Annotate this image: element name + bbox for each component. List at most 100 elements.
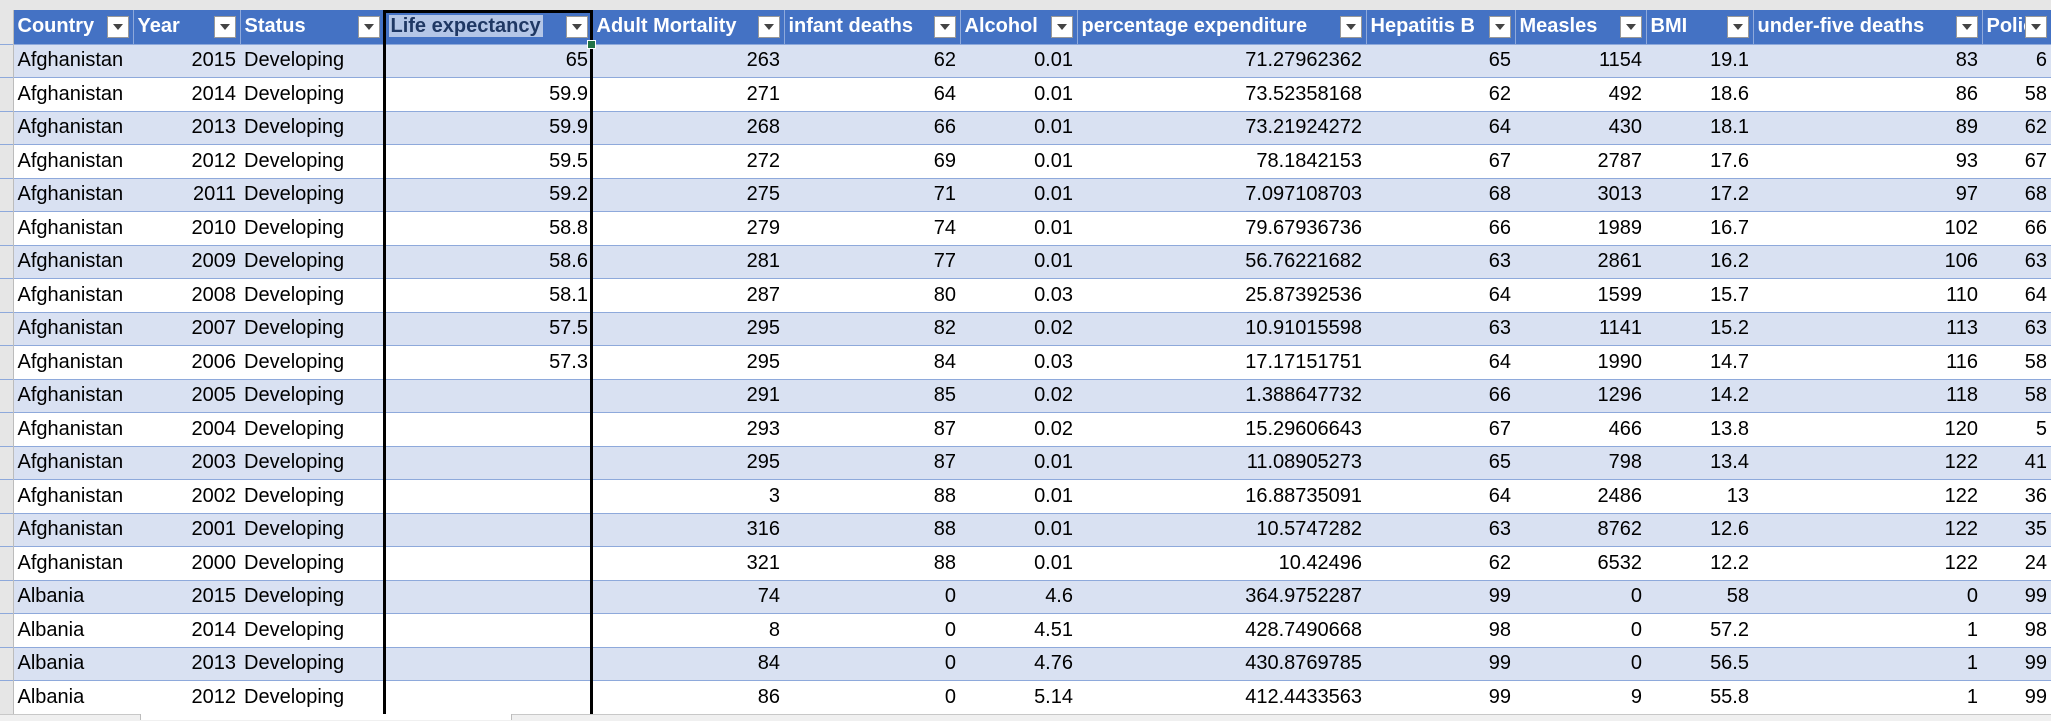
cell[interactable]: Developing xyxy=(240,278,384,312)
cell[interactable]: 2861 xyxy=(1515,244,1646,279)
cell[interactable]: 14.2 xyxy=(1646,378,1753,413)
filter-button[interactable] xyxy=(1339,16,1362,38)
cell[interactable]: 2486 xyxy=(1515,479,1646,513)
cell[interactable]: 82 xyxy=(784,311,960,346)
cell[interactable]: 1296 xyxy=(1515,378,1646,413)
cell[interactable]: 7.097108703 xyxy=(1077,177,1366,212)
cell[interactable]: 24 xyxy=(1982,546,2051,580)
filter-button[interactable] xyxy=(565,16,588,38)
cell[interactable] xyxy=(384,613,592,647)
cell[interactable]: 88 xyxy=(784,546,960,580)
cell[interactable]: 85 xyxy=(784,378,960,413)
cell[interactable]: 59.5 xyxy=(384,144,592,178)
filter-button[interactable] xyxy=(1955,16,1978,38)
cell[interactable]: 88 xyxy=(784,512,960,547)
cell[interactable]: 68 xyxy=(1982,177,2051,212)
cell[interactable]: 0.01 xyxy=(960,479,1077,513)
filter-button[interactable] xyxy=(357,16,380,38)
cell[interactable]: Developing xyxy=(240,445,384,480)
cell[interactable]: 18.1 xyxy=(1646,110,1753,145)
cell[interactable]: 6 xyxy=(1982,43,2051,78)
cell[interactable]: 93 xyxy=(1753,144,1982,178)
cell[interactable]: 0.02 xyxy=(960,311,1077,346)
cell[interactable]: 77 xyxy=(784,244,960,279)
cell[interactable]: 0.01 xyxy=(960,177,1077,212)
cell[interactable]: 80 xyxy=(784,278,960,312)
cell[interactable]: 0 xyxy=(784,646,960,681)
cell[interactable]: 364.9752287 xyxy=(1077,579,1366,614)
cell[interactable]: 3 xyxy=(592,479,784,513)
cell[interactable] xyxy=(384,680,592,714)
column-header[interactable]: infant deaths xyxy=(784,10,961,44)
cell[interactable]: 67 xyxy=(1366,144,1515,178)
cell[interactable]: 63 xyxy=(1366,311,1515,346)
cell[interactable]: Developing xyxy=(240,311,384,346)
column-header[interactable]: BMI xyxy=(1646,10,1754,44)
cell[interactable] xyxy=(384,412,592,446)
filter-button[interactable] xyxy=(1726,16,1749,38)
cell[interactable]: 71 xyxy=(784,177,960,212)
cell[interactable]: 74 xyxy=(784,211,960,245)
cell[interactable]: 59.9 xyxy=(384,110,592,145)
cell[interactable]: 1 xyxy=(1753,646,1982,681)
cell[interactable]: 0.01 xyxy=(960,43,1077,78)
cell[interactable]: 5 xyxy=(1982,412,2051,446)
cell[interactable]: 88 xyxy=(784,479,960,513)
cell[interactable]: 13.8 xyxy=(1646,412,1753,446)
cell[interactable]: 99 xyxy=(1366,646,1515,681)
cell[interactable]: 2787 xyxy=(1515,144,1646,178)
cell[interactable]: 15.7 xyxy=(1646,278,1753,312)
cell[interactable]: 3013 xyxy=(1515,177,1646,212)
cell[interactable]: 430 xyxy=(1515,110,1646,145)
cell[interactable]: 83 xyxy=(1753,43,1982,78)
column-header[interactable]: Adult Mortality xyxy=(592,10,785,44)
column-header[interactable]: under-five deaths xyxy=(1753,10,1983,44)
cell[interactable]: 4.76 xyxy=(960,646,1077,681)
cell[interactable]: 0 xyxy=(784,680,960,714)
cell[interactable]: 69 xyxy=(784,144,960,178)
cell[interactable]: 98 xyxy=(1366,613,1515,647)
cell[interactable]: 64 xyxy=(1366,278,1515,312)
cell[interactable]: 58 xyxy=(1982,378,2051,413)
cell[interactable]: 0 xyxy=(1515,613,1646,647)
cell[interactable]: Developing xyxy=(240,211,384,245)
cell[interactable]: 64 xyxy=(1366,345,1515,379)
cell[interactable]: 17.2 xyxy=(1646,177,1753,212)
cell[interactable]: 57.5 xyxy=(384,311,592,346)
cell[interactable]: 84 xyxy=(784,345,960,379)
cell[interactable]: Developing xyxy=(240,680,384,714)
cell[interactable]: 321 xyxy=(592,546,784,580)
cell[interactable]: Albania xyxy=(13,646,133,681)
cell[interactable]: 0 xyxy=(1515,579,1646,614)
cell[interactable]: 62 xyxy=(1982,110,2051,145)
cell[interactable]: 2014 xyxy=(133,613,240,647)
cell[interactable]: Albania xyxy=(13,613,133,647)
cell[interactable]: 2007 xyxy=(133,311,240,346)
cell[interactable]: 57.3 xyxy=(384,345,592,379)
column-header[interactable]: Measles xyxy=(1515,10,1647,44)
cell[interactable]: Afghanistan xyxy=(13,445,133,480)
cell[interactable]: 0.03 xyxy=(960,278,1077,312)
filter-button[interactable] xyxy=(106,16,129,38)
cell[interactable]: 4.6 xyxy=(960,579,1077,614)
cell[interactable]: 58 xyxy=(1982,77,2051,111)
cell[interactable]: 0 xyxy=(1753,579,1982,614)
cell[interactable]: 8 xyxy=(592,613,784,647)
filter-button[interactable] xyxy=(2024,16,2047,38)
cell[interactable] xyxy=(384,646,592,681)
cell[interactable]: 122 xyxy=(1753,479,1982,513)
cell[interactable]: 2002 xyxy=(133,479,240,513)
cell[interactable]: 78.1842153 xyxy=(1077,144,1366,178)
cell[interactable]: 0.02 xyxy=(960,412,1077,446)
cell[interactable]: Afghanistan xyxy=(13,278,133,312)
cell[interactable]: 2003 xyxy=(133,445,240,480)
cell[interactable]: 271 xyxy=(592,77,784,111)
cell[interactable]: 2005 xyxy=(133,378,240,413)
cell[interactable]: 98 xyxy=(1982,613,2051,647)
cell[interactable]: 295 xyxy=(592,311,784,346)
cell[interactable]: 63 xyxy=(1982,311,2051,346)
filter-button[interactable] xyxy=(757,16,780,38)
cell[interactable]: 64 xyxy=(784,77,960,111)
cell[interactable]: 2001 xyxy=(133,512,240,547)
cell[interactable]: 57.2 xyxy=(1646,613,1753,647)
